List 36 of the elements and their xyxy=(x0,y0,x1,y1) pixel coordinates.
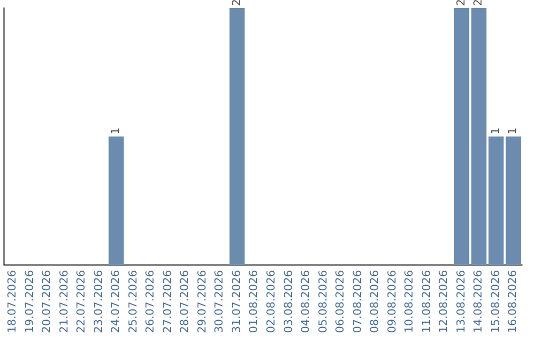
x-tick-label: 07.08.2026 xyxy=(350,270,364,334)
x-tick-label: 01.08.2026 xyxy=(247,270,260,334)
x-tick-label: 22.07.2026 xyxy=(74,270,88,334)
x-tick-label: 23.07.2026 xyxy=(92,270,105,334)
x-tick-label: 21.07.2026 xyxy=(57,270,70,334)
x-tick-label: 15.08.2026 xyxy=(488,270,502,334)
x-tick-label: 16.08.2026 xyxy=(506,270,520,334)
x-tick-label: 05.08.2026 xyxy=(316,270,330,334)
x-tick-label: 02.08.2026 xyxy=(264,270,278,334)
x-tick-label: 29.07.2026 xyxy=(195,270,208,334)
x-tick-label: 30.07.2026 xyxy=(212,270,226,334)
data-label: 2 xyxy=(472,0,485,6)
data-label: 2 xyxy=(230,0,243,6)
x-tick-label: 12.08.2026 xyxy=(437,270,450,334)
x-tick-label: 06.08.2026 xyxy=(334,270,347,334)
data-label: 2 xyxy=(454,0,468,6)
x-tick-label: 14.08.2026 xyxy=(472,270,485,334)
data-label: 1 xyxy=(506,128,520,135)
x-tick-label: 11.08.2026 xyxy=(420,270,433,334)
x-tick-label: 26.07.2026 xyxy=(144,270,157,334)
x-tick-label: 20.07.2026 xyxy=(40,270,54,334)
x-tick-label: 03.08.2026 xyxy=(282,270,295,334)
x-tick-label: 27.07.2026 xyxy=(160,270,174,334)
data-label: 1 xyxy=(488,128,502,135)
x-tick-label: 18.07.2026 xyxy=(5,270,18,334)
data-label: 1 xyxy=(109,128,122,135)
x-tick-label: 28.07.2026 xyxy=(178,270,192,334)
x-tick-label: 25.07.2026 xyxy=(126,270,140,334)
x-tick-label: 09.08.2026 xyxy=(385,270,398,334)
x-tick-label: 19.07.2026 xyxy=(22,270,36,334)
x-tick-label: 08.08.2026 xyxy=(368,270,382,334)
x-tick-label: 10.08.2026 xyxy=(402,270,416,334)
x-tick-label: 04.08.2026 xyxy=(299,270,312,334)
x-tick-label: 31.07.2026 xyxy=(230,270,243,334)
x-tick-label: 24.07.2026 xyxy=(109,270,122,334)
x-tick-label: 13.08.2026 xyxy=(454,270,468,334)
